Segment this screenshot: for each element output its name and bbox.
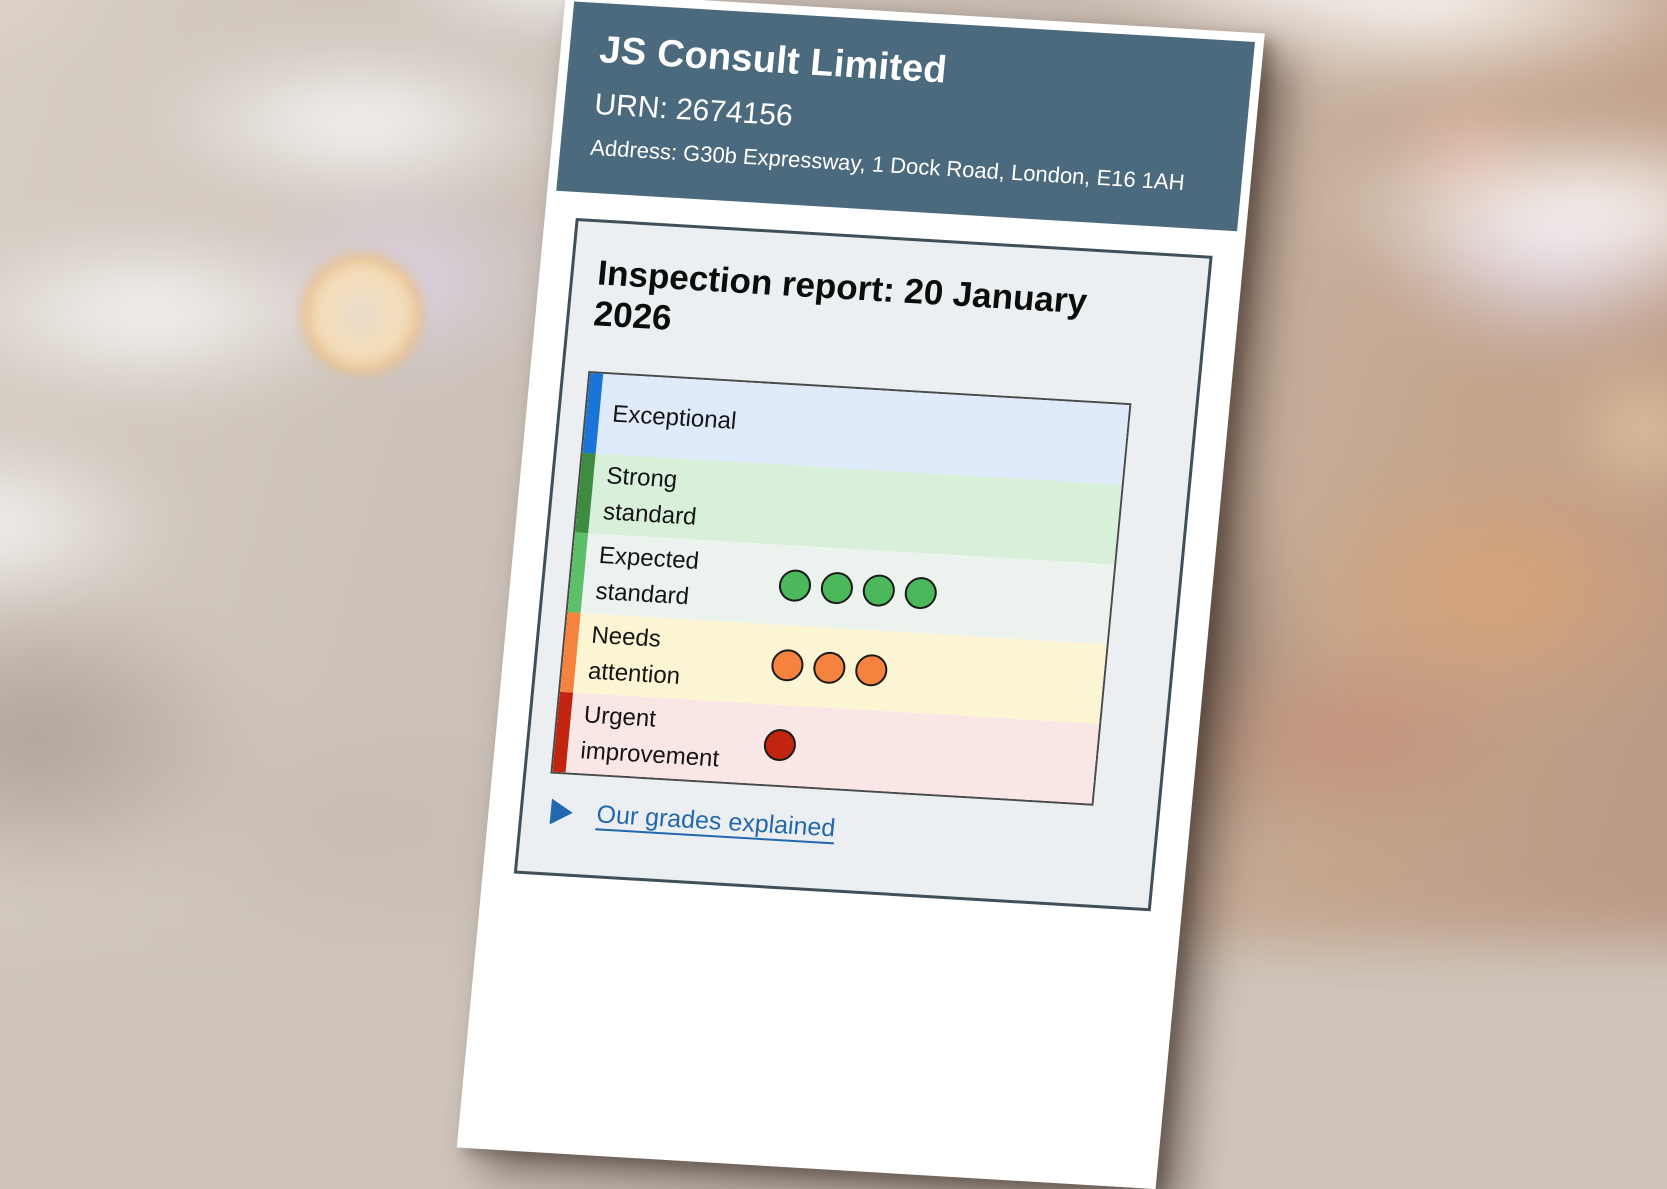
grade-dot-group xyxy=(775,544,940,633)
grade-dot-group xyxy=(783,465,791,545)
grade-label: Expected standard xyxy=(581,533,751,622)
grade-dot-group xyxy=(760,704,799,786)
grade-label: Strong standard xyxy=(588,453,758,542)
grade-dot-group xyxy=(790,385,798,465)
report-body: Inspection report: 20 January 2026 Excep… xyxy=(492,191,1237,912)
grade-dot-icon xyxy=(819,571,854,605)
grade-label: Needs attention xyxy=(573,613,743,702)
grade-dot-icon xyxy=(778,568,813,602)
inspection-summary-panel: Inspection report: 20 January 2026 Excep… xyxy=(514,218,1213,911)
grade-dot-group xyxy=(768,624,891,711)
inspection-report-heading: Inspection report: 20 January 2026 xyxy=(592,252,1159,367)
play-triangle-icon[interactable] xyxy=(550,799,574,826)
grade-dot-icon xyxy=(861,573,896,607)
grade-label: Urgent improvement xyxy=(566,692,736,781)
grade-dot-icon xyxy=(854,653,889,687)
grades-explained-row: Our grades explained xyxy=(545,797,1131,861)
grade-dot-icon xyxy=(903,576,938,610)
grade-label: Exceptional xyxy=(596,373,766,462)
grade-dot-icon xyxy=(762,728,797,762)
bokeh-light-circle xyxy=(300,252,424,376)
grade-dot-icon xyxy=(812,651,847,685)
grades-explained-link[interactable]: Our grades explained xyxy=(595,800,836,843)
inspection-report-card: JS Consult Limited URN: 2674156 Address:… xyxy=(457,0,1265,1189)
grade-dot-icon xyxy=(770,648,805,682)
